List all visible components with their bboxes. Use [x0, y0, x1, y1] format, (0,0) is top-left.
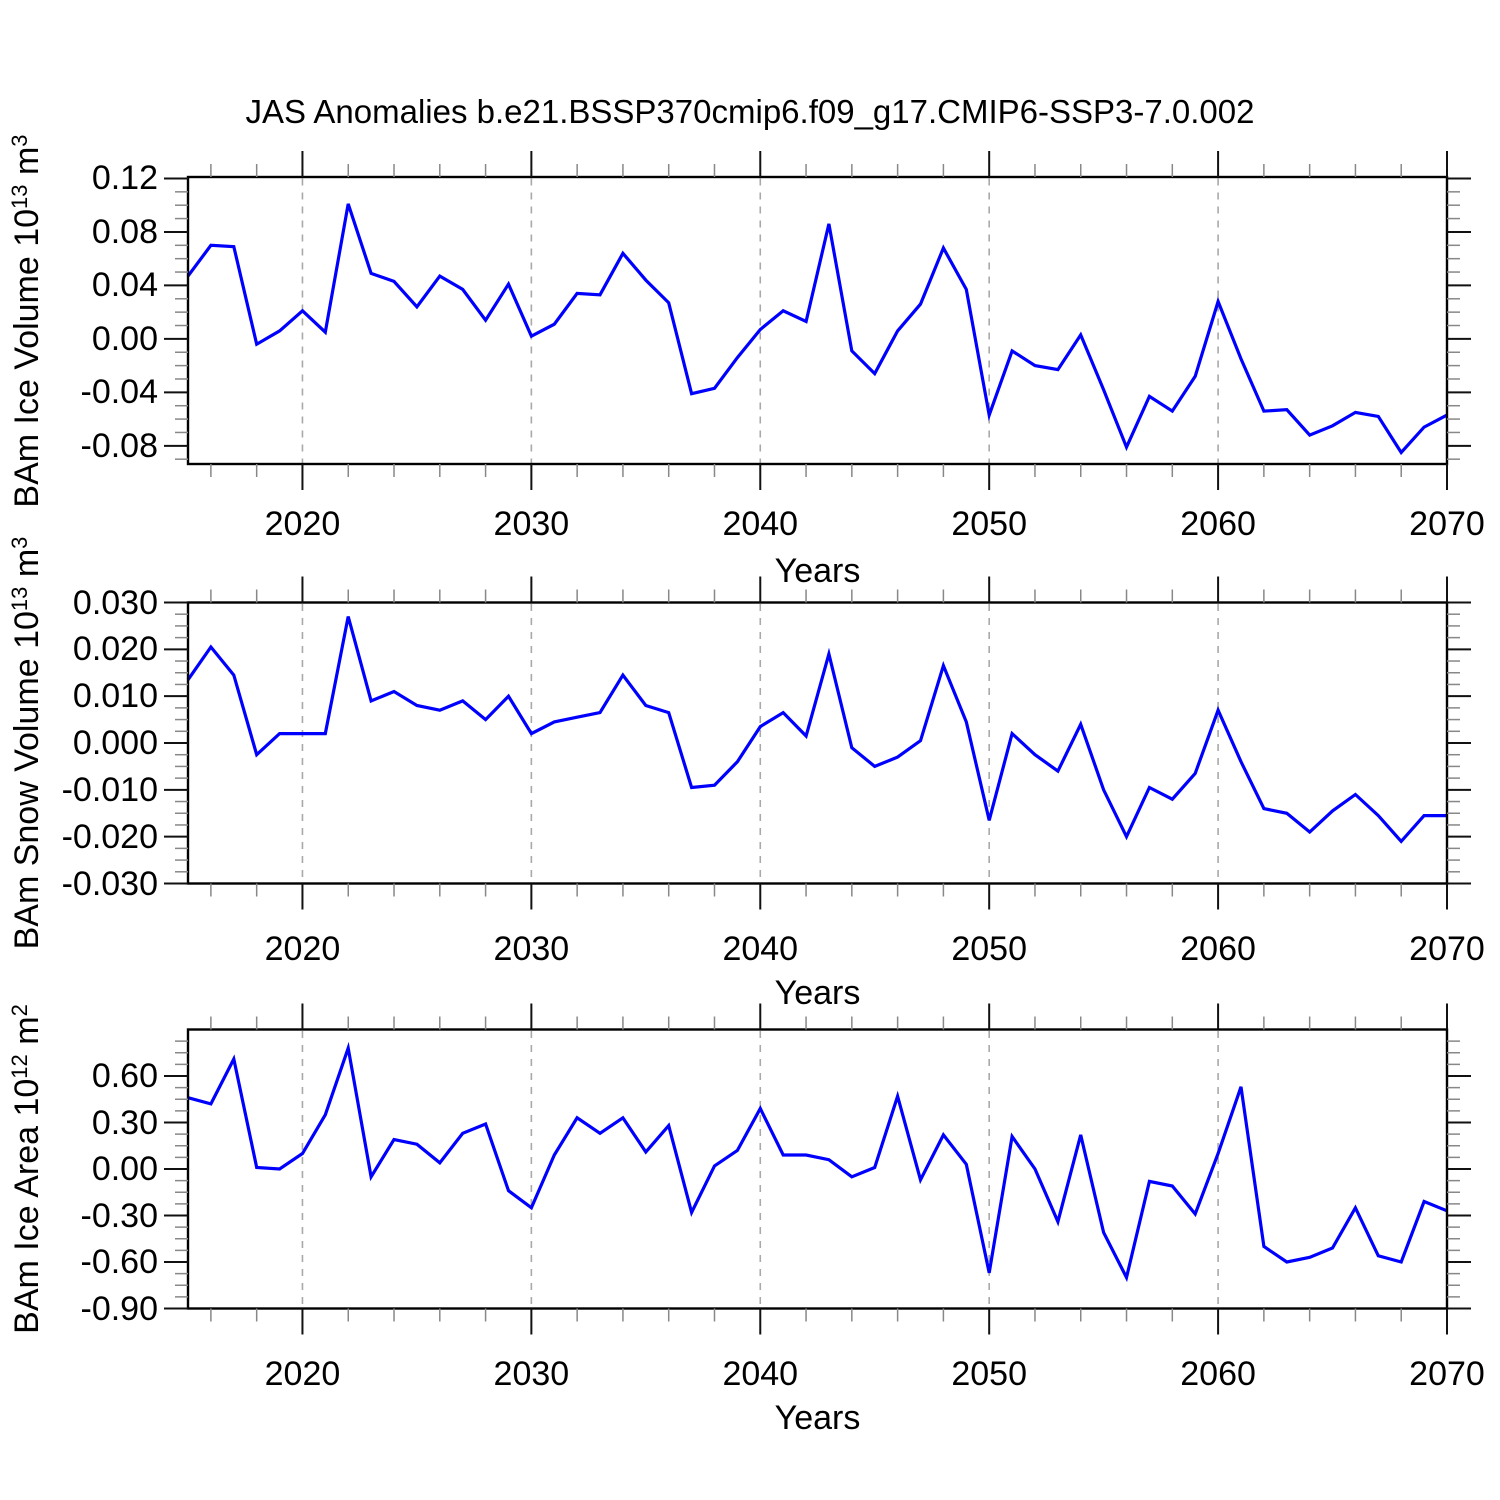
x-tick-label: 2060	[1180, 1355, 1256, 1393]
y-tick-label: -0.010	[61, 770, 158, 809]
x-tick-label: 2020	[264, 505, 341, 543]
ylabel-text: BAm Ice Volume 10	[8, 208, 46, 508]
bam-snow-volume-line	[186, 616, 1447, 844]
bam-ice-volume-line	[186, 203, 1448, 456]
y-tick-label: 0.030	[72, 583, 158, 622]
ylabel-text: m	[8, 146, 46, 184]
y-tick-label: 0.30	[91, 1103, 158, 1142]
y-tick-label: 0.00	[91, 1150, 158, 1188]
ylabel-superscript: 12	[7, 1054, 32, 1079]
x-tick-label: 2070	[1409, 505, 1485, 543]
x-tick-label: 2040	[722, 1355, 799, 1393]
x-axis-label: Years	[774, 974, 861, 1012]
y-tick-label: -0.30	[80, 1196, 159, 1235]
y-tick-label: -0.030	[61, 864, 158, 903]
x-tick-label: 2060	[1180, 930, 1256, 968]
ylabel-superscript: 13	[7, 183, 32, 209]
x-tick-label: 2040	[722, 930, 799, 968]
x-tick-label: 2050	[951, 1355, 1027, 1393]
y-tick-label: 0.020	[72, 630, 158, 669]
bam-ice-volume-y-axis-label: BAm Ice Volume 1013 m3	[7, 134, 47, 507]
y-tick-label: 0.010	[72, 677, 158, 716]
x-tick-label: 2030	[493, 930, 570, 968]
ylabel-superscript: 3	[7, 536, 32, 549]
bam-snow-volume-y-axis-label: BAm Snow Volume 1013 m3	[7, 537, 47, 950]
y-tick-label: 0.60	[91, 1057, 158, 1095]
x-tick-label: 2030	[493, 505, 570, 543]
y-tick-label: -0.020	[61, 817, 158, 856]
bam-ice-volume-frame	[186, 175, 1449, 466]
x-axis-label: Years	[774, 1399, 861, 1437]
bam-ice-area-y-axis-label: BAm Ice Area 1012 m2	[7, 1004, 47, 1334]
ylabel-text: m	[8, 1016, 46, 1055]
x-tick-label: 2040	[722, 505, 799, 543]
y-tick-label: -0.04	[80, 373, 159, 412]
x-axis-label: Years	[774, 552, 861, 590]
x-tick-label: 2050	[951, 930, 1027, 968]
ylabel-superscript: 3	[7, 133, 32, 147]
y-tick-label: 0.00	[91, 319, 158, 358]
x-tick-label: 2070	[1409, 1355, 1485, 1393]
x-tick-label: 2070	[1409, 930, 1485, 968]
y-tick-label: 0.000	[72, 724, 158, 762]
y-tick-label: 0.12	[91, 159, 158, 198]
ylabel-text: m	[8, 548, 46, 587]
x-tick-label: 2050	[951, 505, 1027, 543]
x-tick-label: 2030	[493, 1355, 570, 1393]
x-tick-label: 2060	[1180, 505, 1256, 543]
chart-title: JAS Anomalies b.e21.BSSP370cmip6.f09_g17…	[245, 93, 1255, 130]
ylabel-text: BAm Ice Area 10	[8, 1078, 46, 1334]
y-tick-label: -0.08	[80, 426, 159, 465]
bam-snow-volume-frame	[186, 601, 1449, 885]
bam-ice-area-line	[187, 1041, 1448, 1283]
y-tick-label: 0.04	[91, 266, 158, 305]
x-tick-label: 2020	[264, 1355, 341, 1393]
y-tick-label: -0.90	[80, 1289, 159, 1328]
y-tick-label: -0.60	[80, 1243, 159, 1281]
y-tick-label: 0.08	[91, 212, 158, 251]
x-tick-label: 2020	[264, 930, 341, 968]
ylabel-text: BAm Snow Volume 10	[8, 611, 46, 950]
ylabel-superscript: 2	[7, 1004, 32, 1017]
ylabel-superscript: 13	[7, 586, 32, 612]
